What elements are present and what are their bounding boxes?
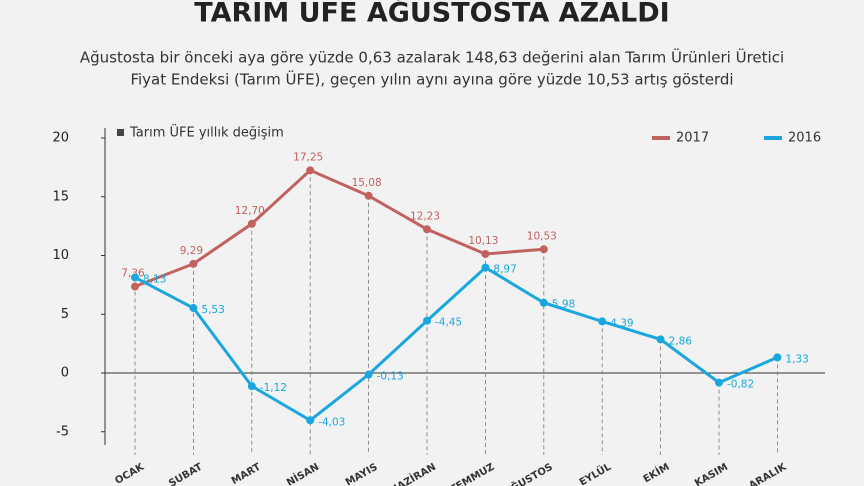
y-tick-label: -5 [56, 424, 69, 439]
x-tick-label: NİSAN [284, 459, 322, 486]
point [598, 317, 607, 326]
series-line [134, 168, 544, 288]
x-tick-label: EKİM [640, 459, 672, 485]
y-tick-label: 10 [52, 248, 69, 263]
note: Tarım ÜFE yıllık değişim [129, 124, 284, 141]
chart-title: TARIM ÜFE AĞUSTOSTA AZALDI [194, 0, 669, 29]
x-tick-label: TEMMUZ [449, 462, 497, 486]
x-tick-label: AĞUSTOS [502, 460, 555, 486]
point [247, 382, 256, 391]
point [481, 263, 490, 272]
x-tick-label: MART [230, 462, 263, 486]
y-tick-label: 5 [61, 307, 69, 322]
value-label: 4,39 [610, 317, 633, 329]
y-tick-label: 0 [61, 366, 69, 381]
point [189, 304, 198, 313]
value-label: 5,53 [201, 304, 224, 316]
y-tick-label: 15 [52, 189, 69, 204]
x-tick-label: ARALIK [747, 461, 789, 486]
point [364, 191, 373, 200]
value-label: 2,86 [669, 335, 693, 347]
x-tick-label: MAYIS [344, 462, 380, 486]
x-tick-label: HAZİRAN [387, 459, 438, 486]
point [656, 335, 665, 344]
x-tick-label: KASIM [693, 462, 730, 486]
value-label: 9,29 [180, 245, 203, 257]
x-tick-label: ŞUBAT [167, 462, 204, 486]
point [306, 166, 315, 175]
value-label: 1,33 [785, 353, 808, 365]
point [364, 370, 373, 379]
value-label: 10,13 [468, 235, 498, 247]
value-label: 10,53 [527, 230, 557, 242]
point [423, 225, 431, 234]
value-label: 8,13 [143, 273, 166, 285]
subtitle: Ağustosta bir önceki aya göre yüzde 0,63… [80, 48, 784, 67]
subtitle: Fiyat Endeksi (Tarım ÜFE), geçen yılın a… [130, 70, 733, 89]
point [131, 273, 139, 282]
value-label: -4,45 [435, 317, 462, 329]
point [423, 316, 431, 325]
value-label: -4,03 [318, 416, 345, 428]
y-tick-label: 20 [52, 131, 69, 146]
note-marker [117, 129, 124, 136]
point [131, 282, 139, 291]
value-label: 15,08 [352, 177, 382, 189]
value-label: 7,36 [121, 268, 145, 280]
legend-label: 2017 [676, 131, 709, 146]
point [715, 378, 723, 387]
value-label: -1,12 [260, 382, 287, 394]
series-line [134, 265, 778, 423]
point [189, 259, 198, 268]
value-label: 8,97 [493, 264, 516, 276]
point [773, 353, 782, 362]
point [481, 249, 490, 258]
x-tick-label: EYLÜL [576, 459, 613, 486]
value-label: 5,98 [552, 299, 575, 311]
value-label: 12,70 [235, 205, 265, 217]
x-tick-label: OCAK [113, 461, 147, 486]
point [247, 219, 256, 228]
value-label: 12,23 [410, 210, 440, 222]
point [539, 298, 548, 307]
value-label: -0,13 [377, 371, 404, 383]
point [539, 245, 548, 254]
point [306, 416, 315, 425]
legend-label: 2016 [788, 131, 821, 146]
value-label: -0,82 [727, 379, 754, 391]
value-label: 17,25 [293, 151, 323, 163]
